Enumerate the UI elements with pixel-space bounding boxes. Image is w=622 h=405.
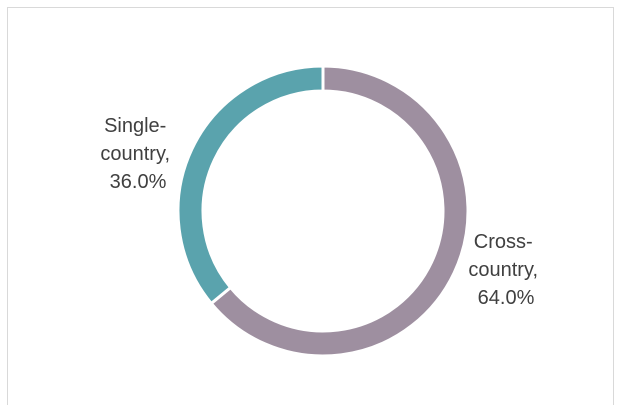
- single-country-label-line-1: Single-: [104, 115, 166, 137]
- single-country-data-label: Single- country, 36.0%: [100, 115, 175, 193]
- single-country-label-line-3: 36.0%: [110, 171, 167, 193]
- single-country-slice: [176, 64, 325, 306]
- single-country-label-line-2: country,: [100, 143, 170, 165]
- cross-country-label-line-2: country,: [468, 259, 538, 281]
- cross-country-label-line-1: Cross-: [474, 231, 533, 253]
- cross-country-data-label: Cross- country, 64.0%: [468, 231, 543, 309]
- cross-country-label-line-3: 64.0%: [478, 287, 535, 309]
- donut-slices: [176, 64, 470, 358]
- cross-country-slice: [209, 64, 470, 358]
